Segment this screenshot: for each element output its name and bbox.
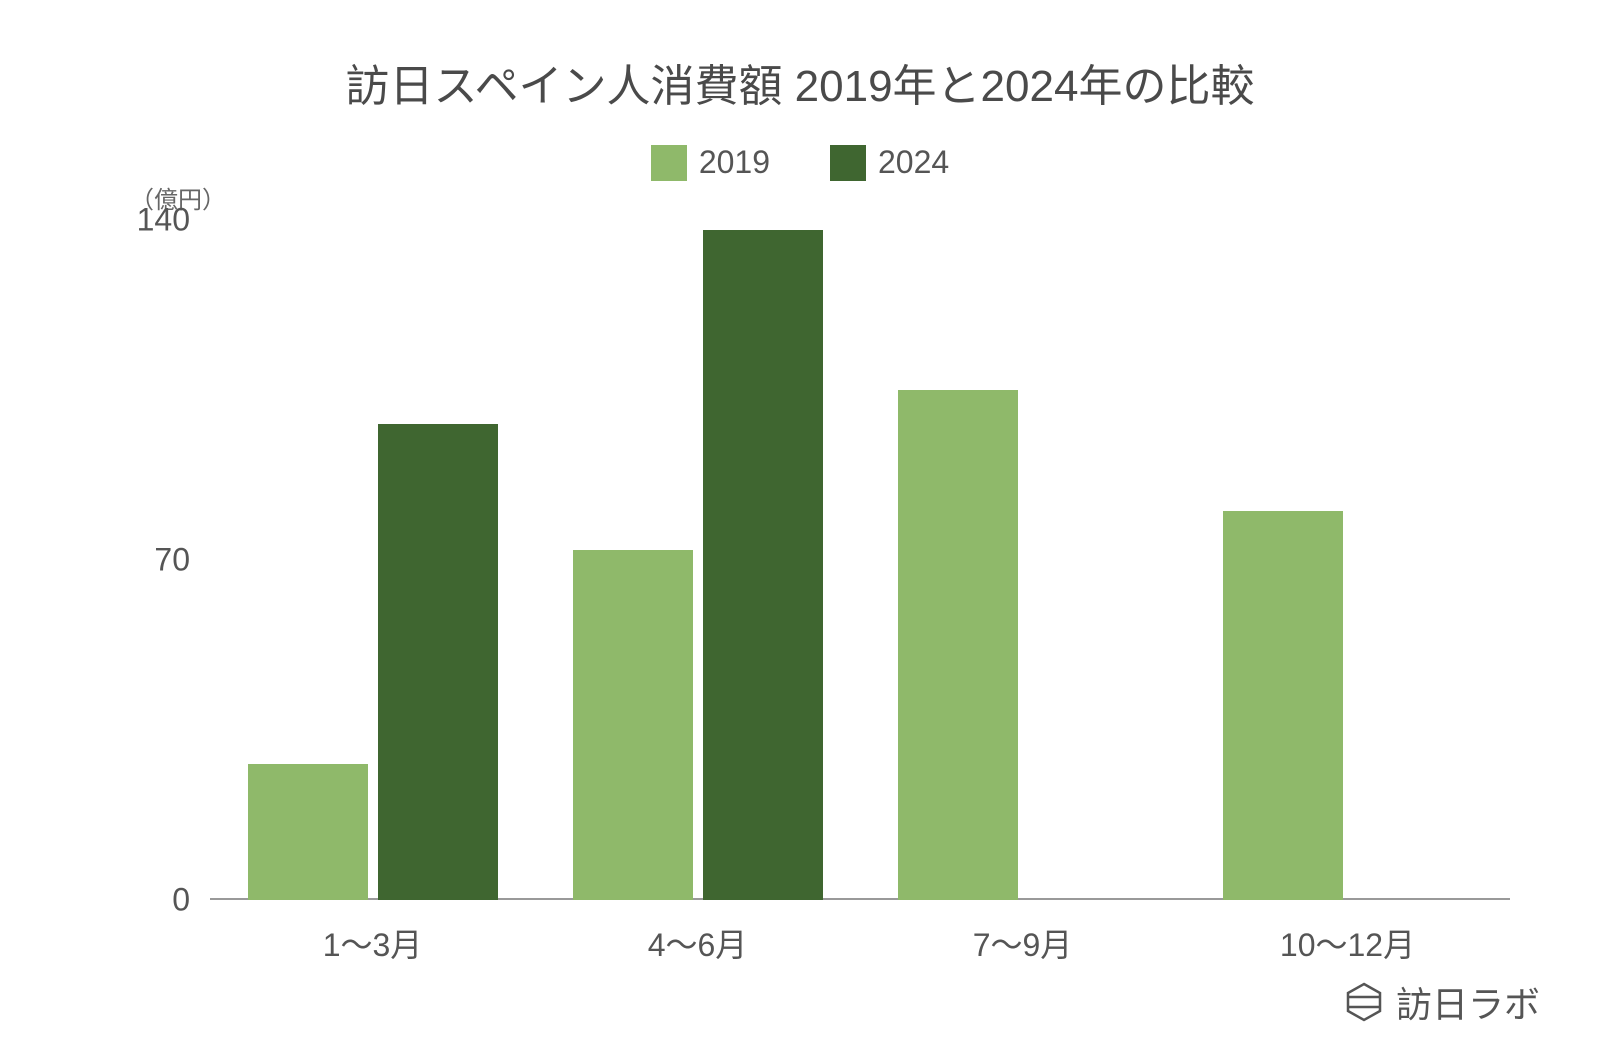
legend-item: 2019 [651, 144, 770, 181]
bar [703, 230, 823, 900]
bar [378, 424, 498, 900]
y-tick-label: 140 [137, 202, 190, 239]
legend-swatch [651, 145, 687, 181]
watermark-logo-icon [1344, 982, 1384, 1022]
bar-group: 1〜3月 [210, 220, 535, 900]
legend-item: 2024 [830, 144, 949, 181]
x-tick-label: 1〜3月 [323, 920, 423, 966]
x-tick-label: 10〜12月 [1280, 920, 1415, 966]
legend-label: 2024 [878, 144, 949, 181]
bar [573, 550, 693, 900]
bar-group: 4〜6月 [535, 220, 860, 900]
watermark: 訪日ラボ [1344, 976, 1540, 1028]
watermark-text: 訪日ラボ [1396, 976, 1540, 1028]
legend-label: 2019 [699, 144, 770, 181]
bar [898, 390, 1018, 900]
y-tick-label: 0 [172, 882, 190, 919]
x-tick-label: 4〜6月 [648, 920, 748, 966]
chart-container: 訪日スペイン人消費額 2019年と2024年の比較 20192024 （億円） … [0, 0, 1600, 1048]
bar [1223, 511, 1343, 900]
plot-area: 1〜3月4〜6月7〜9月10〜12月 070140 [210, 220, 1510, 900]
bar-group: 10〜12月 [1185, 220, 1510, 900]
bar-groups: 1〜3月4〜6月7〜9月10〜12月 [210, 220, 1510, 900]
bar [248, 764, 368, 900]
chart-title: 訪日スペイン人消費額 2019年と2024年の比較 [80, 50, 1520, 114]
legend-swatch [830, 145, 866, 181]
bar-group: 7〜9月 [860, 220, 1185, 900]
y-tick-label: 70 [154, 542, 190, 579]
x-tick-label: 7〜9月 [973, 920, 1073, 966]
legend: 2019 2024 [80, 144, 1520, 181]
